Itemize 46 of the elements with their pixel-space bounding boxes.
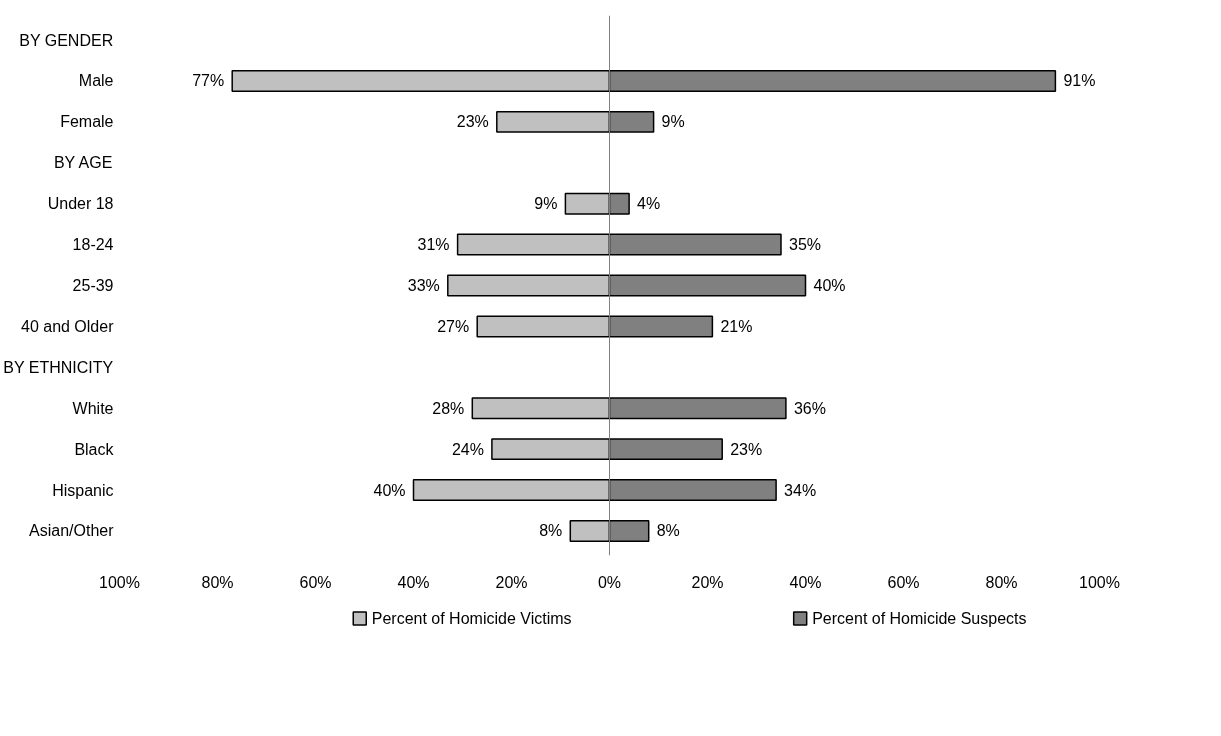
x-tick-label: 0% [597,573,622,591]
y-tick-label: Hispanic [52,481,114,499]
data-label: 21% [720,317,753,335]
y-tick-label: 25-39 [72,277,114,294]
x-tick-label: 20% [495,573,528,591]
y-tick-label: Female [60,113,114,131]
x-tick-label: 20% [691,573,724,591]
y-tick-label: Male [78,72,114,90]
data-label: 40% [373,481,406,499]
data-label: 8% [656,522,680,540]
data-label: 77% [192,72,225,90]
y-tick-label: Under 18 [47,195,114,213]
data-label: 4% [637,195,661,213]
x-tick-label: 60% [887,573,920,591]
legend-label: Percent of Homicide Suspects [812,610,1027,627]
legend-label: Percent of Homicide Victims [371,610,572,627]
data-label: 40% [813,277,846,294]
y-tick-label: BY AGE [53,154,113,172]
x-tick-label: 40% [397,573,430,591]
data-label: 27% [437,317,470,335]
data-label: 91% [1063,72,1096,90]
data-label: 24% [451,440,484,458]
data-label: 8% [539,522,563,540]
data-label: 33% [407,277,440,294]
x-tick-label: 80% [985,573,1018,591]
y-tick-label: Black [74,440,115,458]
y-tick-label: BY ETHNICITY [3,358,114,376]
y-tick-label: White [72,399,114,417]
data-label: 23% [730,440,763,458]
data-label: 9% [534,195,558,213]
x-tick-label: 100% [99,573,140,591]
y-tick-label: 40 and Older [20,317,115,335]
data-label: 28% [432,399,465,417]
data-label: 34% [784,481,817,499]
x-tick-label: 40% [789,573,822,591]
y-tick-label: 18-24 [72,236,114,254]
x-tick-label: 80% [201,573,234,591]
y-tick-label: BY GENDER [19,31,114,49]
x-tick-label: 100% [1079,573,1120,591]
data-label: 35% [789,236,822,254]
data-label: 23% [456,113,489,131]
data-label: 31% [417,236,450,254]
x-tick-label: 60% [299,573,332,591]
data-label: 36% [793,399,826,417]
y-tick-label: Asian/Other [29,522,115,540]
data-label: 9% [661,113,685,131]
